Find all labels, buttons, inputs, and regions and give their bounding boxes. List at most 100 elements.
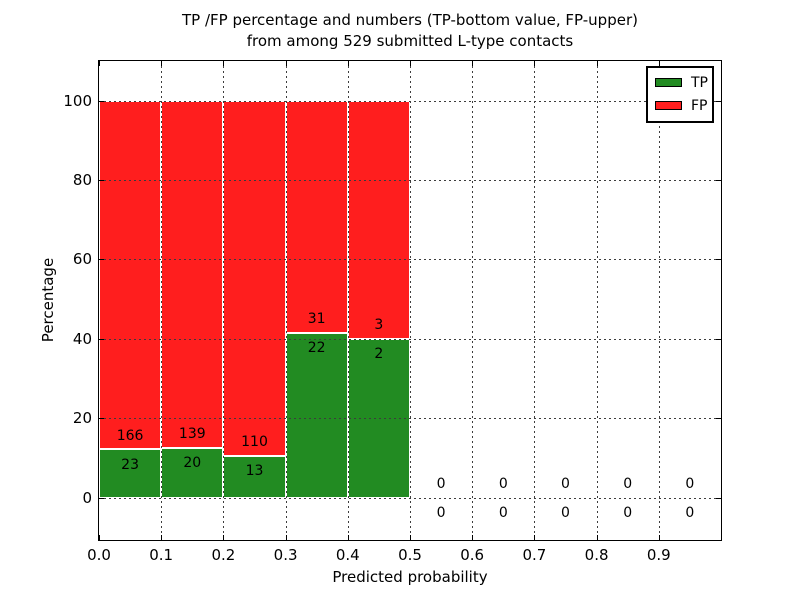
fp-count-label: 110 xyxy=(241,434,268,451)
fp-count-label: 3 xyxy=(374,317,384,334)
gridline-vertical xyxy=(596,61,598,540)
x-tick-mark xyxy=(658,61,660,66)
y-tick-label: 20 xyxy=(72,409,92,428)
fp-legend-label: FP xyxy=(691,97,708,114)
fp-count-label: 0 xyxy=(623,476,633,493)
x-tick-label: 0.2 xyxy=(211,546,236,564)
x-tick-mark xyxy=(161,61,163,66)
x-tick-mark xyxy=(410,61,411,66)
tp-bar-segment xyxy=(285,332,348,498)
y-tick-label: 0 xyxy=(82,488,92,507)
y-tick-mark xyxy=(716,259,721,261)
y-tick-label: 100 xyxy=(63,91,92,110)
x-tick-mark xyxy=(596,535,598,540)
tp-count-label: 0 xyxy=(436,505,446,521)
fp-count-label: 31 xyxy=(307,311,326,328)
fp-count-label: 166 xyxy=(116,427,144,444)
x-tick-mark xyxy=(161,535,163,540)
fp-legend-swatch-icon xyxy=(655,101,682,110)
tp-bar-segment xyxy=(161,447,224,498)
gridline-vertical xyxy=(410,61,411,540)
x-tick-mark xyxy=(534,61,536,66)
x-tick-label: 0.6 xyxy=(460,546,485,564)
x-tick-mark xyxy=(223,61,225,66)
x-tick-mark xyxy=(347,535,349,540)
tp-count-label: 0 xyxy=(623,505,633,521)
fp-bar-segment xyxy=(161,100,224,448)
x-tick-mark xyxy=(347,61,349,66)
legend-item-tp: TP xyxy=(655,74,708,91)
y-tick-mark xyxy=(716,497,721,499)
gridline-horizontal xyxy=(99,497,721,499)
gridline-vertical xyxy=(223,61,225,540)
x-tick-mark xyxy=(410,535,411,540)
chart-title: TP /FP percentage and numbers (TP-bottom… xyxy=(98,10,722,52)
y-tick-label: 60 xyxy=(72,250,92,269)
y-tick-mark xyxy=(716,338,721,340)
x-tick-mark xyxy=(534,535,536,540)
gridline-horizontal xyxy=(99,259,721,261)
tp-count-label: 20 xyxy=(183,455,202,472)
y-tick-label: 80 xyxy=(72,171,92,190)
gridline-horizontal xyxy=(99,418,721,420)
y-tick-mark xyxy=(99,100,104,102)
y-tick-mark xyxy=(99,180,104,182)
gridline-vertical xyxy=(161,61,163,540)
x-tick-label: 0.3 xyxy=(273,546,298,564)
gridline-horizontal xyxy=(99,100,721,102)
x-tick-mark xyxy=(596,61,598,66)
fp-bar-segment xyxy=(285,100,348,333)
tp-legend-label: TP xyxy=(691,74,708,91)
tp-count-label: 0 xyxy=(561,505,570,521)
tp-count-label: 2 xyxy=(374,346,384,363)
gridline-horizontal xyxy=(99,180,721,182)
y-tick-mark xyxy=(99,338,104,340)
x-tick-label: 0.1 xyxy=(149,546,174,564)
tp-count-label: 13 xyxy=(245,463,264,480)
y-tick-label: 40 xyxy=(72,329,92,348)
x-tick-label: 0.9 xyxy=(646,546,671,564)
fp-count-label: 0 xyxy=(498,476,508,493)
tp-bar-segment xyxy=(99,449,162,498)
fp-count-label: 0 xyxy=(561,476,570,493)
y-tick-mark xyxy=(716,418,721,420)
tp-count-label: 0 xyxy=(498,505,508,521)
y-tick-mark xyxy=(99,497,104,499)
chart-title-line1: TP /FP percentage and numbers (TP-bottom… xyxy=(182,11,638,29)
x-tick-mark xyxy=(285,535,287,540)
legend: TP FP xyxy=(646,66,714,123)
tp-count-label: 22 xyxy=(307,340,326,357)
fp-bar-segment xyxy=(223,100,286,456)
x-tick-mark xyxy=(223,535,225,540)
fp-count-label: 0 xyxy=(685,476,695,493)
gridline-vertical xyxy=(534,61,536,540)
gridline-vertical xyxy=(658,61,660,540)
x-tick-label: 0.4 xyxy=(335,546,360,564)
gridline-vertical xyxy=(347,61,349,540)
x-tick-label: 0.5 xyxy=(398,546,422,564)
fp-bar-segment xyxy=(347,100,410,339)
x-tick-mark xyxy=(285,61,287,66)
gridline-vertical xyxy=(472,61,474,540)
y-tick-mark xyxy=(716,180,721,182)
tp-bar-segment xyxy=(347,338,410,498)
gridline-horizontal xyxy=(99,338,721,340)
plot-area: TP FP 166 23 139 20 110 13 31 22 3 2 0 0 0 0 0 0 0 0 0 0 xyxy=(98,60,722,541)
fp-bar-segment xyxy=(99,100,162,450)
tp-count-label: 0 xyxy=(685,505,695,521)
y-tick-mark xyxy=(99,259,104,261)
fp-count-label: 0 xyxy=(436,476,446,493)
x-axis-label: Predicted probability xyxy=(332,568,488,586)
chart-title-line2: from among 529 submitted L-type contacts xyxy=(246,32,574,50)
x-tick-label: 0.7 xyxy=(522,546,547,564)
x-tick-mark xyxy=(472,61,474,66)
x-tick-mark xyxy=(99,61,100,66)
legend-item-fp: FP xyxy=(655,97,708,114)
gridline-vertical xyxy=(285,61,287,540)
tp-count-label: 23 xyxy=(121,456,140,473)
tp-legend-swatch-icon xyxy=(655,78,682,87)
x-tick-mark xyxy=(658,535,660,540)
x-tick-label: 0.0 xyxy=(87,546,111,564)
y-tick-mark xyxy=(716,100,721,102)
